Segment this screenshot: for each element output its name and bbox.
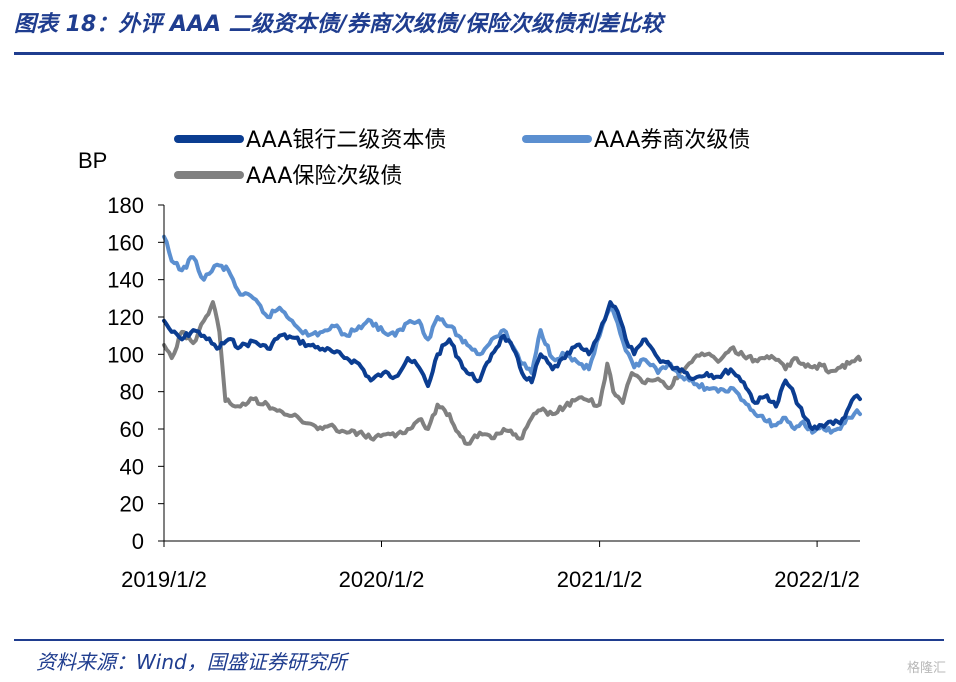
y-tick-label: 20	[120, 492, 144, 517]
series-line-0	[162, 300, 862, 431]
y-tick-label: 40	[120, 454, 144, 479]
x-tick-label: 2021/1/2	[557, 567, 643, 592]
y-tick-label: 100	[107, 342, 144, 367]
page-title: 图表 18：外评 AAA 二级资本债/券商次级债/保险次级债利差比较	[14, 12, 663, 37]
source-note: 资料来源：Wind，国盛证券研究所	[36, 650, 347, 674]
y-tick-label: 160	[107, 230, 144, 255]
legend-label-series-1: AAA券商次级债	[594, 128, 750, 153]
watermark: 格隆汇	[906, 661, 946, 676]
y-tick-label: 80	[120, 380, 144, 405]
title-divider	[14, 52, 944, 55]
x-tick-label: 2019/1/2	[121, 567, 207, 592]
y-tick-label: 0	[132, 529, 144, 554]
y-tick-label: 140	[107, 268, 144, 293]
y-axis-label: BP	[78, 148, 107, 173]
legend-label-series-2: AAA保险次级债	[246, 164, 402, 189]
footer-divider	[14, 639, 944, 641]
chart-legend: AAA银行二级资本债 AAA券商次级债 AAA保险次级债	[174, 128, 750, 189]
y-tick-label: 120	[107, 305, 144, 330]
series-line-2	[162, 300, 862, 446]
x-axis: 2019/1/2 2020/1/2 2021/1/2 2022/1/2	[121, 541, 860, 592]
y-tick-label: 60	[120, 417, 144, 442]
x-tick-label: 2020/1/2	[339, 567, 425, 592]
x-tick-label: 2022/1/2	[774, 567, 860, 592]
series-lines	[162, 234, 862, 446]
y-tick-label: 180	[107, 193, 144, 218]
spread-chart: AAA银行二级资本债 AAA券商次级债 AAA保险次级债 BP 0 20 40 60 8…	[78, 128, 862, 592]
legend-label-series-0: AAA银行二级资本债	[246, 128, 446, 153]
y-axis: 0 20 40 60 80 100 120 140 160 180	[107, 193, 164, 554]
